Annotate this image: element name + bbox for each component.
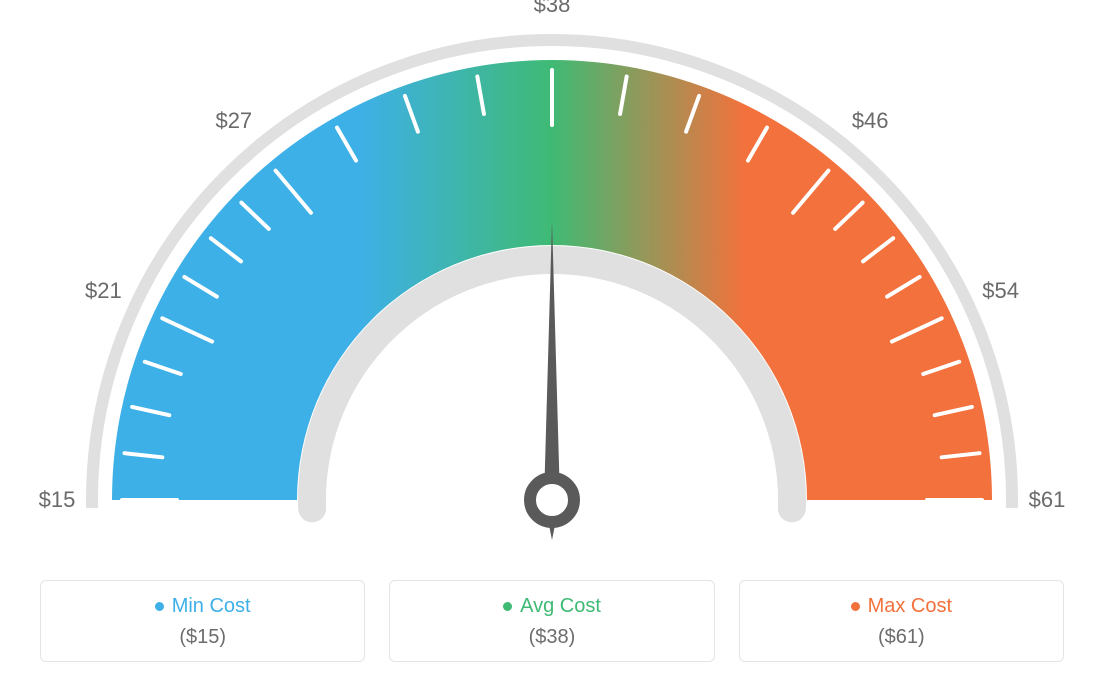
legend-text-avg: Avg Cost bbox=[520, 595, 601, 618]
gauge-svg bbox=[0, 0, 1104, 570]
dot-icon bbox=[851, 602, 860, 611]
legend-value-max: ($61) bbox=[750, 626, 1053, 649]
gauge-tick-label: $61 bbox=[1029, 487, 1066, 513]
dot-icon bbox=[503, 602, 512, 611]
gauge: $15 $21 $27 $38 $46 $54 $61 bbox=[0, 0, 1104, 570]
chart-container: $15 $21 $27 $38 $46 $54 $61 Min Cost ($15) Avg… bbox=[0, 0, 1104, 690]
legend-card-max: Max Cost ($61) bbox=[739, 580, 1064, 662]
gauge-tick-label: $27 bbox=[215, 108, 252, 134]
legend-card-min: Min Cost ($15) bbox=[40, 580, 365, 662]
legend-text-min: Min Cost bbox=[172, 595, 251, 618]
legend-label-max: Max Cost bbox=[851, 595, 952, 618]
dot-icon bbox=[155, 602, 164, 611]
legend-value-min: ($15) bbox=[51, 626, 354, 649]
gauge-tick-label: $38 bbox=[534, 0, 571, 18]
legend-value-avg: ($38) bbox=[400, 626, 703, 649]
legend-text-max: Max Cost bbox=[868, 595, 952, 618]
legend-label-min: Min Cost bbox=[155, 595, 251, 618]
gauge-tick-label: $54 bbox=[982, 278, 1019, 304]
legend-label-avg: Avg Cost bbox=[503, 595, 601, 618]
gauge-tick-label: $21 bbox=[85, 278, 122, 304]
gauge-tick-label: $46 bbox=[852, 108, 889, 134]
legend-row: Min Cost ($15) Avg Cost ($38) Max Cost (… bbox=[40, 580, 1064, 662]
gauge-tick-label: $15 bbox=[39, 487, 76, 513]
legend-card-avg: Avg Cost ($38) bbox=[389, 580, 714, 662]
